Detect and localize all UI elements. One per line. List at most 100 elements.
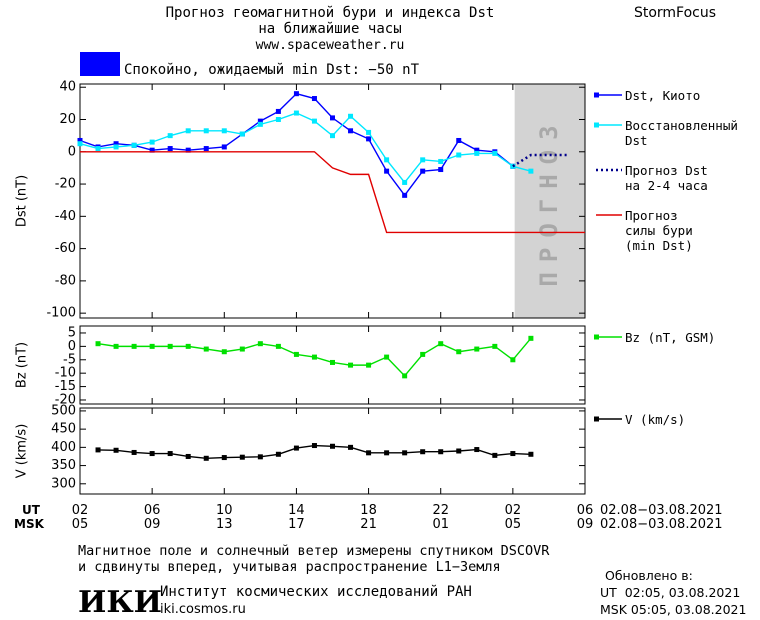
data-point bbox=[131, 449, 137, 455]
x2-tick-label: 09 bbox=[577, 517, 594, 532]
data-point bbox=[348, 128, 354, 134]
data-point bbox=[203, 128, 209, 134]
data-point bbox=[167, 146, 173, 152]
logo: ИКИ bbox=[78, 585, 162, 620]
data-point bbox=[528, 451, 534, 457]
x-tick-label: 02 bbox=[72, 503, 89, 518]
plot-frame bbox=[79, 83, 586, 319]
data-point bbox=[77, 141, 83, 147]
data-point bbox=[185, 343, 191, 349]
data-point bbox=[239, 131, 245, 137]
data-point bbox=[366, 362, 372, 368]
data-point bbox=[131, 142, 137, 148]
status-indicator bbox=[80, 52, 120, 76]
institute: Институт космических исследований РАН bbox=[160, 584, 472, 600]
data-point bbox=[239, 454, 245, 460]
data-point bbox=[348, 362, 354, 368]
data-point bbox=[149, 139, 155, 145]
series-line bbox=[80, 151, 585, 234]
data-point bbox=[348, 444, 354, 450]
legend-entry: Прогноз Dst на 2-4 часа bbox=[625, 163, 708, 193]
y-tick-label: 450 bbox=[51, 422, 76, 437]
x-tick-label: 02 bbox=[505, 503, 522, 518]
y-axis-label: Bz (nT) bbox=[15, 342, 30, 388]
y-tick-label: 500 bbox=[51, 403, 76, 418]
data-point bbox=[293, 351, 299, 357]
data-point bbox=[149, 147, 155, 153]
y-tick-label: 0 bbox=[68, 144, 76, 159]
data-point bbox=[185, 128, 191, 134]
forecast-label: ПРОГНОЗ bbox=[535, 115, 563, 286]
data-point bbox=[492, 343, 498, 349]
data-point bbox=[330, 359, 335, 365]
x-axis-label: UT bbox=[22, 503, 41, 517]
data-point bbox=[456, 349, 462, 355]
data-point bbox=[221, 349, 227, 355]
x-tick-label: 10 bbox=[216, 503, 233, 518]
legend-swatch bbox=[594, 122, 599, 128]
data-point bbox=[275, 343, 281, 349]
legend-swatch bbox=[594, 416, 599, 422]
title: Прогноз геомагнитной бури и индекса Dst bbox=[166, 5, 495, 21]
x-tick-label: 22 bbox=[432, 503, 449, 518]
legend-entry: V (km/s) bbox=[625, 412, 686, 427]
data-point bbox=[474, 447, 480, 453]
data-point bbox=[456, 152, 462, 158]
data-point bbox=[149, 343, 155, 349]
y-tick-label: 20 bbox=[59, 112, 76, 127]
y-tick-label: -60 bbox=[55, 241, 76, 256]
data-point bbox=[311, 354, 317, 360]
legend-entry: Восстановленный Dst bbox=[625, 118, 738, 148]
data-point bbox=[293, 110, 299, 116]
data-point bbox=[366, 450, 372, 456]
data-point bbox=[330, 443, 335, 449]
data-point bbox=[257, 118, 263, 124]
legend-swatch bbox=[594, 92, 599, 98]
footer-note: и сдвинуты вперед, учитывая распростране… bbox=[78, 559, 501, 575]
series-line bbox=[512, 153, 567, 168]
title: на ближайшие часы bbox=[258, 21, 401, 37]
data-point bbox=[384, 168, 390, 174]
data-point bbox=[95, 146, 101, 152]
data-point bbox=[239, 346, 245, 352]
data-point bbox=[510, 357, 516, 363]
y-tick-label: 300 bbox=[51, 476, 76, 491]
data-point bbox=[402, 373, 408, 379]
x2-tick-label: 17 bbox=[288, 517, 305, 532]
data-point bbox=[510, 451, 516, 457]
x-tick-label: 18 bbox=[360, 503, 377, 518]
data-point bbox=[366, 136, 372, 142]
updated-title: Обновлено в: bbox=[605, 568, 693, 583]
legend-entry: Bz (nT, GSM) bbox=[625, 330, 716, 345]
data-point bbox=[149, 451, 155, 457]
data-point bbox=[221, 455, 227, 461]
data-point bbox=[293, 91, 299, 97]
legend-entry: Dst, Киото bbox=[625, 88, 701, 103]
y-tick-label: 350 bbox=[51, 458, 76, 473]
y-tick-label: -15 bbox=[55, 379, 76, 394]
series-line bbox=[79, 112, 532, 184]
y-tick-label: -10 bbox=[55, 366, 76, 381]
y-tick-label: -40 bbox=[55, 209, 76, 224]
data-point bbox=[420, 168, 426, 174]
data-point bbox=[113, 447, 119, 453]
data-point bbox=[330, 115, 335, 121]
y-tick-label: -5 bbox=[63, 352, 76, 367]
x-tick-label: 06 bbox=[577, 503, 594, 518]
data-point bbox=[275, 117, 281, 123]
y-tick-label: -20 bbox=[55, 392, 76, 407]
data-point bbox=[384, 354, 390, 360]
y-tick-label: -20 bbox=[55, 177, 76, 192]
plot-frame bbox=[79, 325, 586, 405]
data-point bbox=[113, 144, 119, 150]
data-point bbox=[113, 141, 119, 147]
data-point bbox=[420, 449, 426, 455]
data-point bbox=[474, 150, 480, 156]
data-point bbox=[293, 445, 299, 451]
data-point bbox=[402, 450, 408, 456]
data-point bbox=[366, 129, 372, 135]
y-tick-label: 0 bbox=[68, 339, 76, 354]
data-point bbox=[438, 341, 444, 347]
updated: MSK 05:05, 03.08.2021 bbox=[600, 602, 746, 617]
